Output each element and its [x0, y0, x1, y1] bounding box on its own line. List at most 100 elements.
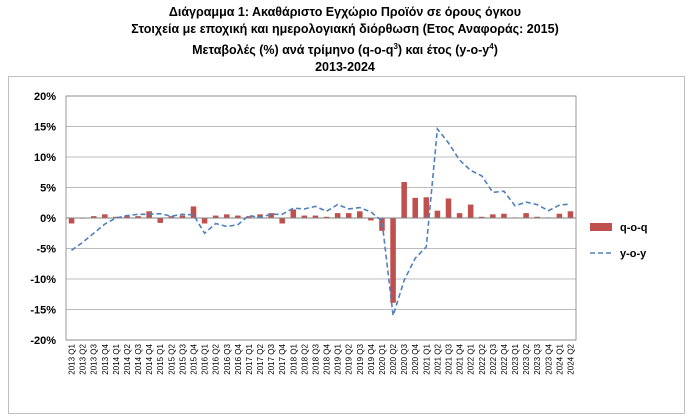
x-tick-label: 2020 Q1 [378, 343, 387, 374]
y-tick-label: 5% [40, 183, 56, 195]
bar-q-o-q [257, 214, 263, 218]
bar-q-o-q [412, 197, 419, 218]
title-line-3-part-a: Μεταβολές (%) ανά τρίμηνο (q-o-q [192, 43, 394, 58]
x-tick-label: 2017 Q3 [267, 343, 276, 374]
x-tick-label: 2022 Q3 [489, 343, 498, 374]
x-tick-label: 2020 Q2 [389, 343, 398, 374]
bar-q-o-q [445, 198, 452, 218]
bar-q-o-q [478, 216, 485, 218]
x-tick-label: 2019 Q3 [356, 343, 365, 374]
x-tick-label: 2019 Q4 [367, 343, 376, 374]
y-tick-label: 20% [34, 91, 56, 103]
chart-title-line-1: Διάγραμμα 1: Ακαθάριστο Εγχώριο Προϊόν σ… [168, 5, 522, 19]
bar-q-o-q [556, 213, 563, 218]
title-line-3-part-b: ) και έτος (y-o-y [397, 43, 490, 58]
bar-q-o-q [179, 215, 186, 218]
x-tick-label: 2022 Q4 [500, 343, 509, 374]
chart-frame [8, 76, 685, 414]
x-tick-label: 2021 Q4 [456, 343, 465, 374]
x-tick-label: 2021 Q2 [433, 343, 442, 374]
bar-q-o-q [113, 216, 119, 218]
y-tick-label: -10% [30, 274, 56, 286]
x-tick-label: 2018 Q1 [289, 343, 298, 374]
bar-q-o-q [390, 218, 396, 303]
title-footnote-3: 3 [393, 42, 398, 51]
y-tick-label: -20% [30, 335, 56, 347]
x-tick-label: 2014 Q2 [123, 343, 132, 374]
x-tick-label: 2013 Q4 [101, 343, 110, 374]
x-tick-label: 2022 Q1 [467, 343, 476, 374]
x-tick-label: 2013 Q3 [90, 343, 99, 374]
x-tick-label: 2018 Q3 [311, 343, 320, 374]
bar-q-o-q [212, 215, 219, 218]
x-tick-label: 2024 Q2 [566, 343, 575, 374]
x-tick-label: 2021 Q1 [422, 343, 431, 374]
x-tick-label: 2016 Q2 [212, 343, 221, 374]
x-tick-label: 2014 Q3 [134, 343, 143, 374]
x-tick-label: 2018 Q2 [300, 343, 309, 374]
bar-q-o-q [157, 218, 164, 223]
bar-q-o-q [345, 213, 352, 218]
x-tick-label: 2022 Q2 [478, 343, 487, 374]
bar-q-o-q [68, 218, 75, 224]
x-tick-label: 2015 Q3 [178, 343, 187, 374]
series-line-y-o-y [71, 126, 571, 316]
x-tick-label: 2023 Q3 [533, 343, 542, 374]
x-tick-label: 2014 Q1 [112, 343, 121, 374]
y-tick-label: 10% [34, 152, 56, 164]
bar-q-o-q [168, 216, 175, 218]
legend-label-y-o-y: y-o-y [620, 248, 647, 260]
x-tick-label: 2013 Q1 [68, 343, 77, 374]
bar-q-o-q [334, 213, 341, 218]
x-tick-label: 2023 Q1 [511, 343, 520, 374]
bar-q-o-q [312, 215, 319, 218]
bar-q-o-q [523, 213, 529, 218]
x-tick-label: 2017 Q2 [256, 343, 265, 374]
x-tick-label: 2023 Q2 [522, 343, 531, 374]
x-tick-label: 2023 Q4 [544, 343, 553, 374]
x-tick-label: 2015 Q2 [167, 343, 176, 374]
x-tick-label: 2017 Q1 [245, 343, 254, 374]
y-tick-label: 0% [40, 213, 56, 225]
x-tick-label: 2017 Q4 [278, 343, 287, 374]
y-tick-label: -15% [30, 305, 56, 317]
bar-q-o-q [268, 213, 274, 218]
title-line-3-part-c: ) [493, 43, 498, 58]
bar-q-o-q [190, 206, 197, 218]
legend-swatch-q-o-q [590, 223, 612, 231]
x-tick-label: 2015 Q4 [190, 343, 199, 374]
x-tick-label: 2019 Q2 [345, 343, 354, 374]
chart-title-line-3: Μεταβολές (%) ανά τρίμηνο (q-o-q3) και έ… [0, 38, 690, 59]
bar-q-o-q [501, 213, 507, 218]
title-footnote-4: 4 [489, 42, 494, 51]
x-tick-label: 2018 Q4 [323, 343, 332, 374]
bar-q-o-q [534, 216, 540, 218]
x-tick-label: 2021 Q3 [445, 343, 454, 374]
bar-q-o-q [90, 216, 97, 218]
x-tick-label: 2024 Q1 [555, 343, 564, 374]
chart-title-line-2: Στοιχεία με εποχική και ημερολογιακή διό… [131, 22, 559, 36]
x-tick-label: 2014 Q4 [145, 343, 154, 374]
bar-q-o-q [246, 216, 252, 218]
bar-q-o-q [401, 182, 407, 218]
bar-q-o-q [135, 216, 141, 218]
bar-q-o-q [434, 210, 441, 218]
x-tick-label: 2013 Q2 [79, 343, 88, 374]
y-tick-label: -5% [36, 244, 56, 256]
x-tick-label: 2015 Q1 [156, 343, 165, 374]
bar-q-o-q [102, 214, 108, 218]
y-tick-label: 15% [34, 122, 56, 134]
chart-title-period: 2013-2024 [315, 60, 375, 75]
x-tick-label: 2020 Q4 [411, 343, 420, 374]
x-tick-label: 2020 Q3 [400, 343, 409, 374]
bar-q-o-q [223, 214, 230, 218]
x-tick-label: 2016 Q4 [234, 343, 243, 374]
bar-q-o-q [323, 216, 330, 218]
bar-q-o-q [201, 218, 208, 224]
x-tick-label: 2016 Q3 [223, 343, 232, 374]
bar-q-o-q [279, 218, 285, 224]
chart-title-block: Διάγραμμα 1: Ακαθάριστο Εγχώριο Προϊόν σ… [0, 4, 690, 76]
bar-q-o-q [567, 211, 574, 218]
x-tick-label: 2019 Q1 [334, 343, 343, 374]
